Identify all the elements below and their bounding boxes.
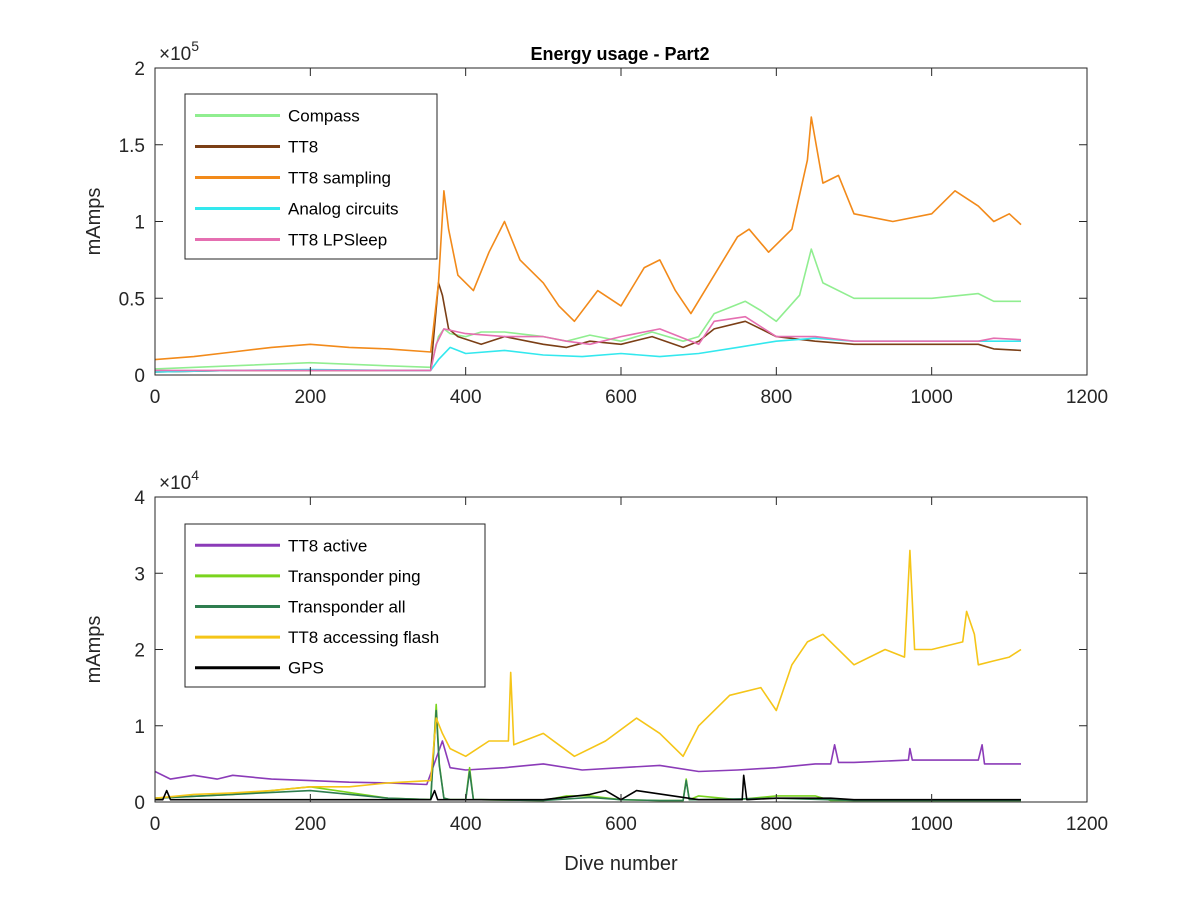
legend-label: TT8 active xyxy=(288,536,367,555)
series-line-compass xyxy=(155,248,1021,370)
y-tick-label: 2 xyxy=(134,641,145,662)
legend-label: TT8 LPSleep xyxy=(288,231,387,250)
legend-label: Transponder all xyxy=(288,598,406,617)
series-group-0 xyxy=(155,116,1022,373)
figure-title: Energy usage - Part2 xyxy=(530,44,709,64)
series-line-gps xyxy=(155,774,1021,801)
series-line-tt8-sampling xyxy=(155,116,1022,361)
x-tick-label: 1200 xyxy=(1066,387,1108,408)
y-tick-label: 0 xyxy=(134,366,145,387)
legend-label: TT8 accessing flash xyxy=(288,628,439,647)
bottom-panel: 0 200 400 600 800 1000 1200 0 1 2 3 4 ×104 mAmps Dive … xyxy=(83,467,1108,875)
series-group-1 xyxy=(155,549,1022,802)
y-tick-label: 3 xyxy=(134,564,145,585)
series-line-tt8-lpsleep xyxy=(155,315,1022,372)
series-line-tt8 xyxy=(155,282,1022,373)
x-tick-label: 400 xyxy=(450,387,482,408)
y-tick-label: 2 xyxy=(134,59,145,80)
legend-label: Compass xyxy=(288,107,360,126)
x-tick-label: 800 xyxy=(760,387,792,408)
y-tick-label: 0 xyxy=(134,793,145,814)
y-tick-label: 1 xyxy=(134,213,145,234)
x-tick-label: 600 xyxy=(605,387,637,408)
x-tick-label: 0 xyxy=(150,387,161,408)
x-tick-label: 400 xyxy=(450,814,482,835)
legend-label: GPS xyxy=(288,659,324,678)
series-line-tt8-active xyxy=(155,740,1021,786)
y-tick-label: 1.5 xyxy=(119,136,145,157)
x-tick-label: 600 xyxy=(605,814,637,835)
legend-1: TT8 active Transponder ping Transponder al… xyxy=(184,523,486,688)
top-panel: 0 200 400 600 800 1000 1200 0 0.5 1 1.5 2 ×105 mAmps C… xyxy=(83,38,1108,408)
legend-0: Compass TT8 TT8 sampling Analog circuits TT8… xyxy=(184,93,438,260)
legend-label: Transponder ping xyxy=(288,567,421,586)
series-line-tt8-accessing-flash xyxy=(155,549,1022,799)
y-tick-label: 0.5 xyxy=(119,289,145,310)
y-exponent-label: ×104 xyxy=(159,467,199,494)
x-tick-label: 200 xyxy=(294,387,326,408)
x-tick-label: 200 xyxy=(294,814,326,835)
y-tick-label: 4 xyxy=(134,488,145,509)
legend-label: Analog circuits xyxy=(288,200,399,219)
x-tick-label: 1000 xyxy=(911,814,953,835)
legend-label: TT8 sampling xyxy=(288,169,391,188)
legend-label: TT8 xyxy=(288,138,318,157)
x-tick-label: 0 xyxy=(150,814,161,835)
y-axis-label: mAmps xyxy=(83,188,105,256)
x-tick-label: 800 xyxy=(760,814,792,835)
y-exponent-label: ×105 xyxy=(159,38,199,65)
x-tick-label: 1200 xyxy=(1066,814,1108,835)
x-tick-label: 1000 xyxy=(911,387,953,408)
y-axis-label: mAmps xyxy=(83,616,105,684)
x-axis-label: Dive number xyxy=(564,853,678,875)
y-tick-label: 1 xyxy=(134,717,145,738)
